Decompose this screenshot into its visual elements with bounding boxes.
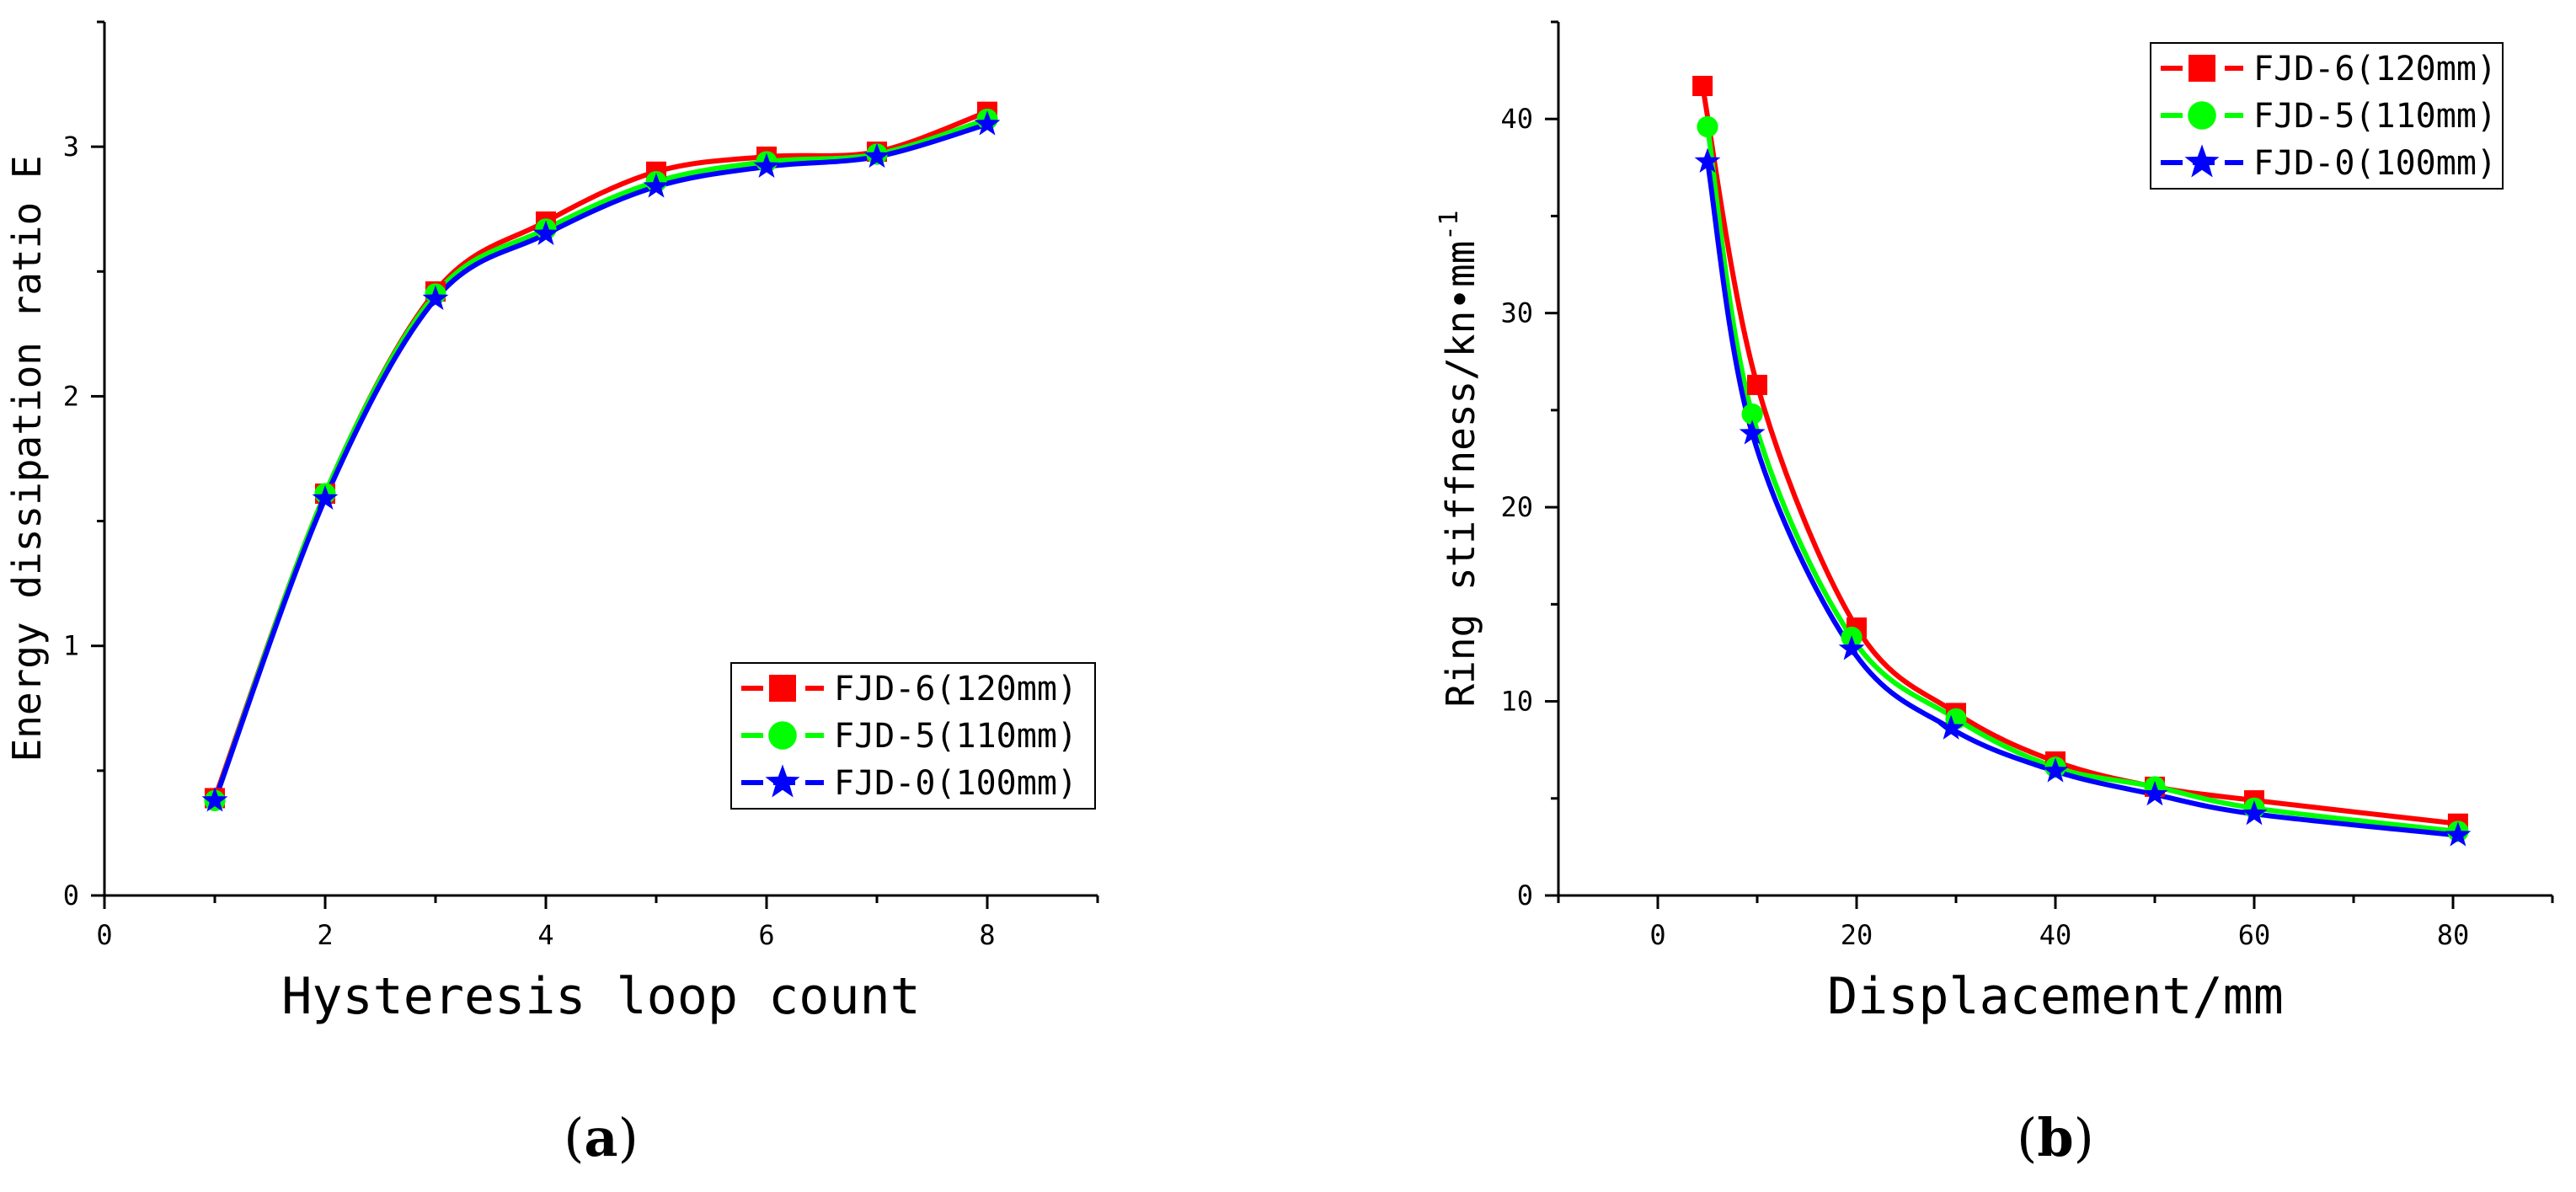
- series-line-star: [1705, 161, 2459, 838]
- data-point-star: [1838, 635, 1865, 660]
- legend: FJD-6(120mm) FJD-5(110mm) FJD-0(100mm): [730, 662, 1096, 810]
- x-tick-label: 0: [1649, 919, 1665, 951]
- legend-label: FJD-0(100mm): [834, 764, 1077, 803]
- data-point-star: [1739, 420, 1766, 445]
- data-point-star: [201, 787, 228, 812]
- panel-label-close: ): [618, 1107, 639, 1168]
- legend-marker-circle: [2188, 101, 2216, 130]
- y-tick-label: 0: [1517, 879, 1533, 911]
- y-tick-label: 10: [1500, 686, 1533, 718]
- data-point-star: [2042, 757, 2069, 783]
- x-tick-label: 60: [2238, 919, 2271, 951]
- panel-label-close: ): [2074, 1107, 2094, 1168]
- legend-marker-star: [2184, 144, 2220, 178]
- x-axis-title: Displacement/mm: [1827, 967, 2284, 1026]
- data-point-star: [1694, 147, 1721, 174]
- data-point-star: [312, 484, 339, 510]
- y-axis-title: Energy dissipation ratio E: [4, 155, 50, 762]
- data-point-star: [753, 152, 780, 178]
- data-point-star: [643, 173, 670, 198]
- data-point-star: [1937, 714, 1964, 740]
- x-tick-label: 2: [317, 919, 333, 951]
- legend-label: FJD-0(100mm): [2253, 144, 2497, 183]
- x-tick-label: 40: [2039, 919, 2072, 951]
- y-axis-title-text: Ring stiffness/kn•mm: [1438, 241, 1483, 708]
- data-point-star: [532, 220, 559, 245]
- y-tick-label: 2: [63, 380, 79, 412]
- y-tick-label: 30: [1500, 297, 1533, 329]
- data-point-star: [863, 142, 890, 168]
- x-tick-label: 4: [537, 919, 553, 951]
- legend: FJD-6(120mm) FJD-5(110mm) FJD-0(100mm): [2150, 42, 2504, 190]
- x-tick-label: 6: [758, 919, 774, 951]
- y-axis-title-text: Energy dissipation ratio E: [4, 155, 50, 762]
- data-point-square: [1692, 76, 1713, 97]
- x-tick-label: 0: [96, 919, 112, 951]
- legend-label: FJD-6(120mm): [2253, 50, 2497, 88]
- y-axis-title-superscript: -1: [1435, 210, 1464, 240]
- y-tick-label: 0: [63, 879, 79, 911]
- legend-label: FJD-5(110mm): [834, 717, 1077, 756]
- y-tick-label: 20: [1500, 491, 1533, 523]
- y-axis-title: Ring stiffness/kn•mm-1: [1435, 210, 1483, 707]
- y-tick-label: 40: [1500, 103, 1533, 135]
- data-point-star: [974, 110, 1001, 136]
- legend-marker-square: [769, 675, 796, 702]
- legend-marker-star: [765, 764, 800, 798]
- data-point-square: [1747, 374, 1767, 395]
- legend-label: FJD-6(120mm): [834, 670, 1077, 708]
- y-tick-label: 3: [63, 131, 79, 163]
- legend-label: FJD-5(110mm): [2253, 97, 2497, 136]
- data-point-star: [2241, 800, 2268, 826]
- panel-label: (b): [2017, 1107, 2094, 1168]
- data-point-star: [2445, 821, 2472, 847]
- legend-marker-square: [2189, 55, 2215, 82]
- legend-marker-circle: [768, 721, 797, 750]
- data-point-star: [2141, 780, 2168, 806]
- panel-label-letter: b: [2037, 1107, 2073, 1168]
- chart-panel-a: 0 2 4 6 8 0 1 2 3 Hysteresis loop count Energy dis…: [4, 20, 1099, 1168]
- x-tick-label: 8: [979, 919, 995, 951]
- x-tick-label: 80: [2437, 919, 2470, 951]
- data-point-star: [422, 285, 449, 310]
- series-line-circle: [1705, 126, 2459, 834]
- series-line-square: [1700, 85, 2459, 826]
- panel-label-letter: a: [584, 1107, 617, 1168]
- x-tick-label: 20: [1841, 919, 1873, 951]
- chart-panel-b: 0 20 40 60 80 0 10 20 30 40 Displacement/mm Ring st…: [1435, 20, 2554, 1168]
- data-point-circle: [1741, 403, 1763, 425]
- panel-label-open: (: [2017, 1107, 2037, 1168]
- y-tick-label: 1: [63, 630, 79, 662]
- data-point-circle: [1697, 115, 1718, 138]
- panel-label: (a): [564, 1107, 639, 1168]
- panel-label-open: (: [564, 1107, 584, 1168]
- x-axis-title: Hysteresis loop count: [281, 967, 921, 1026]
